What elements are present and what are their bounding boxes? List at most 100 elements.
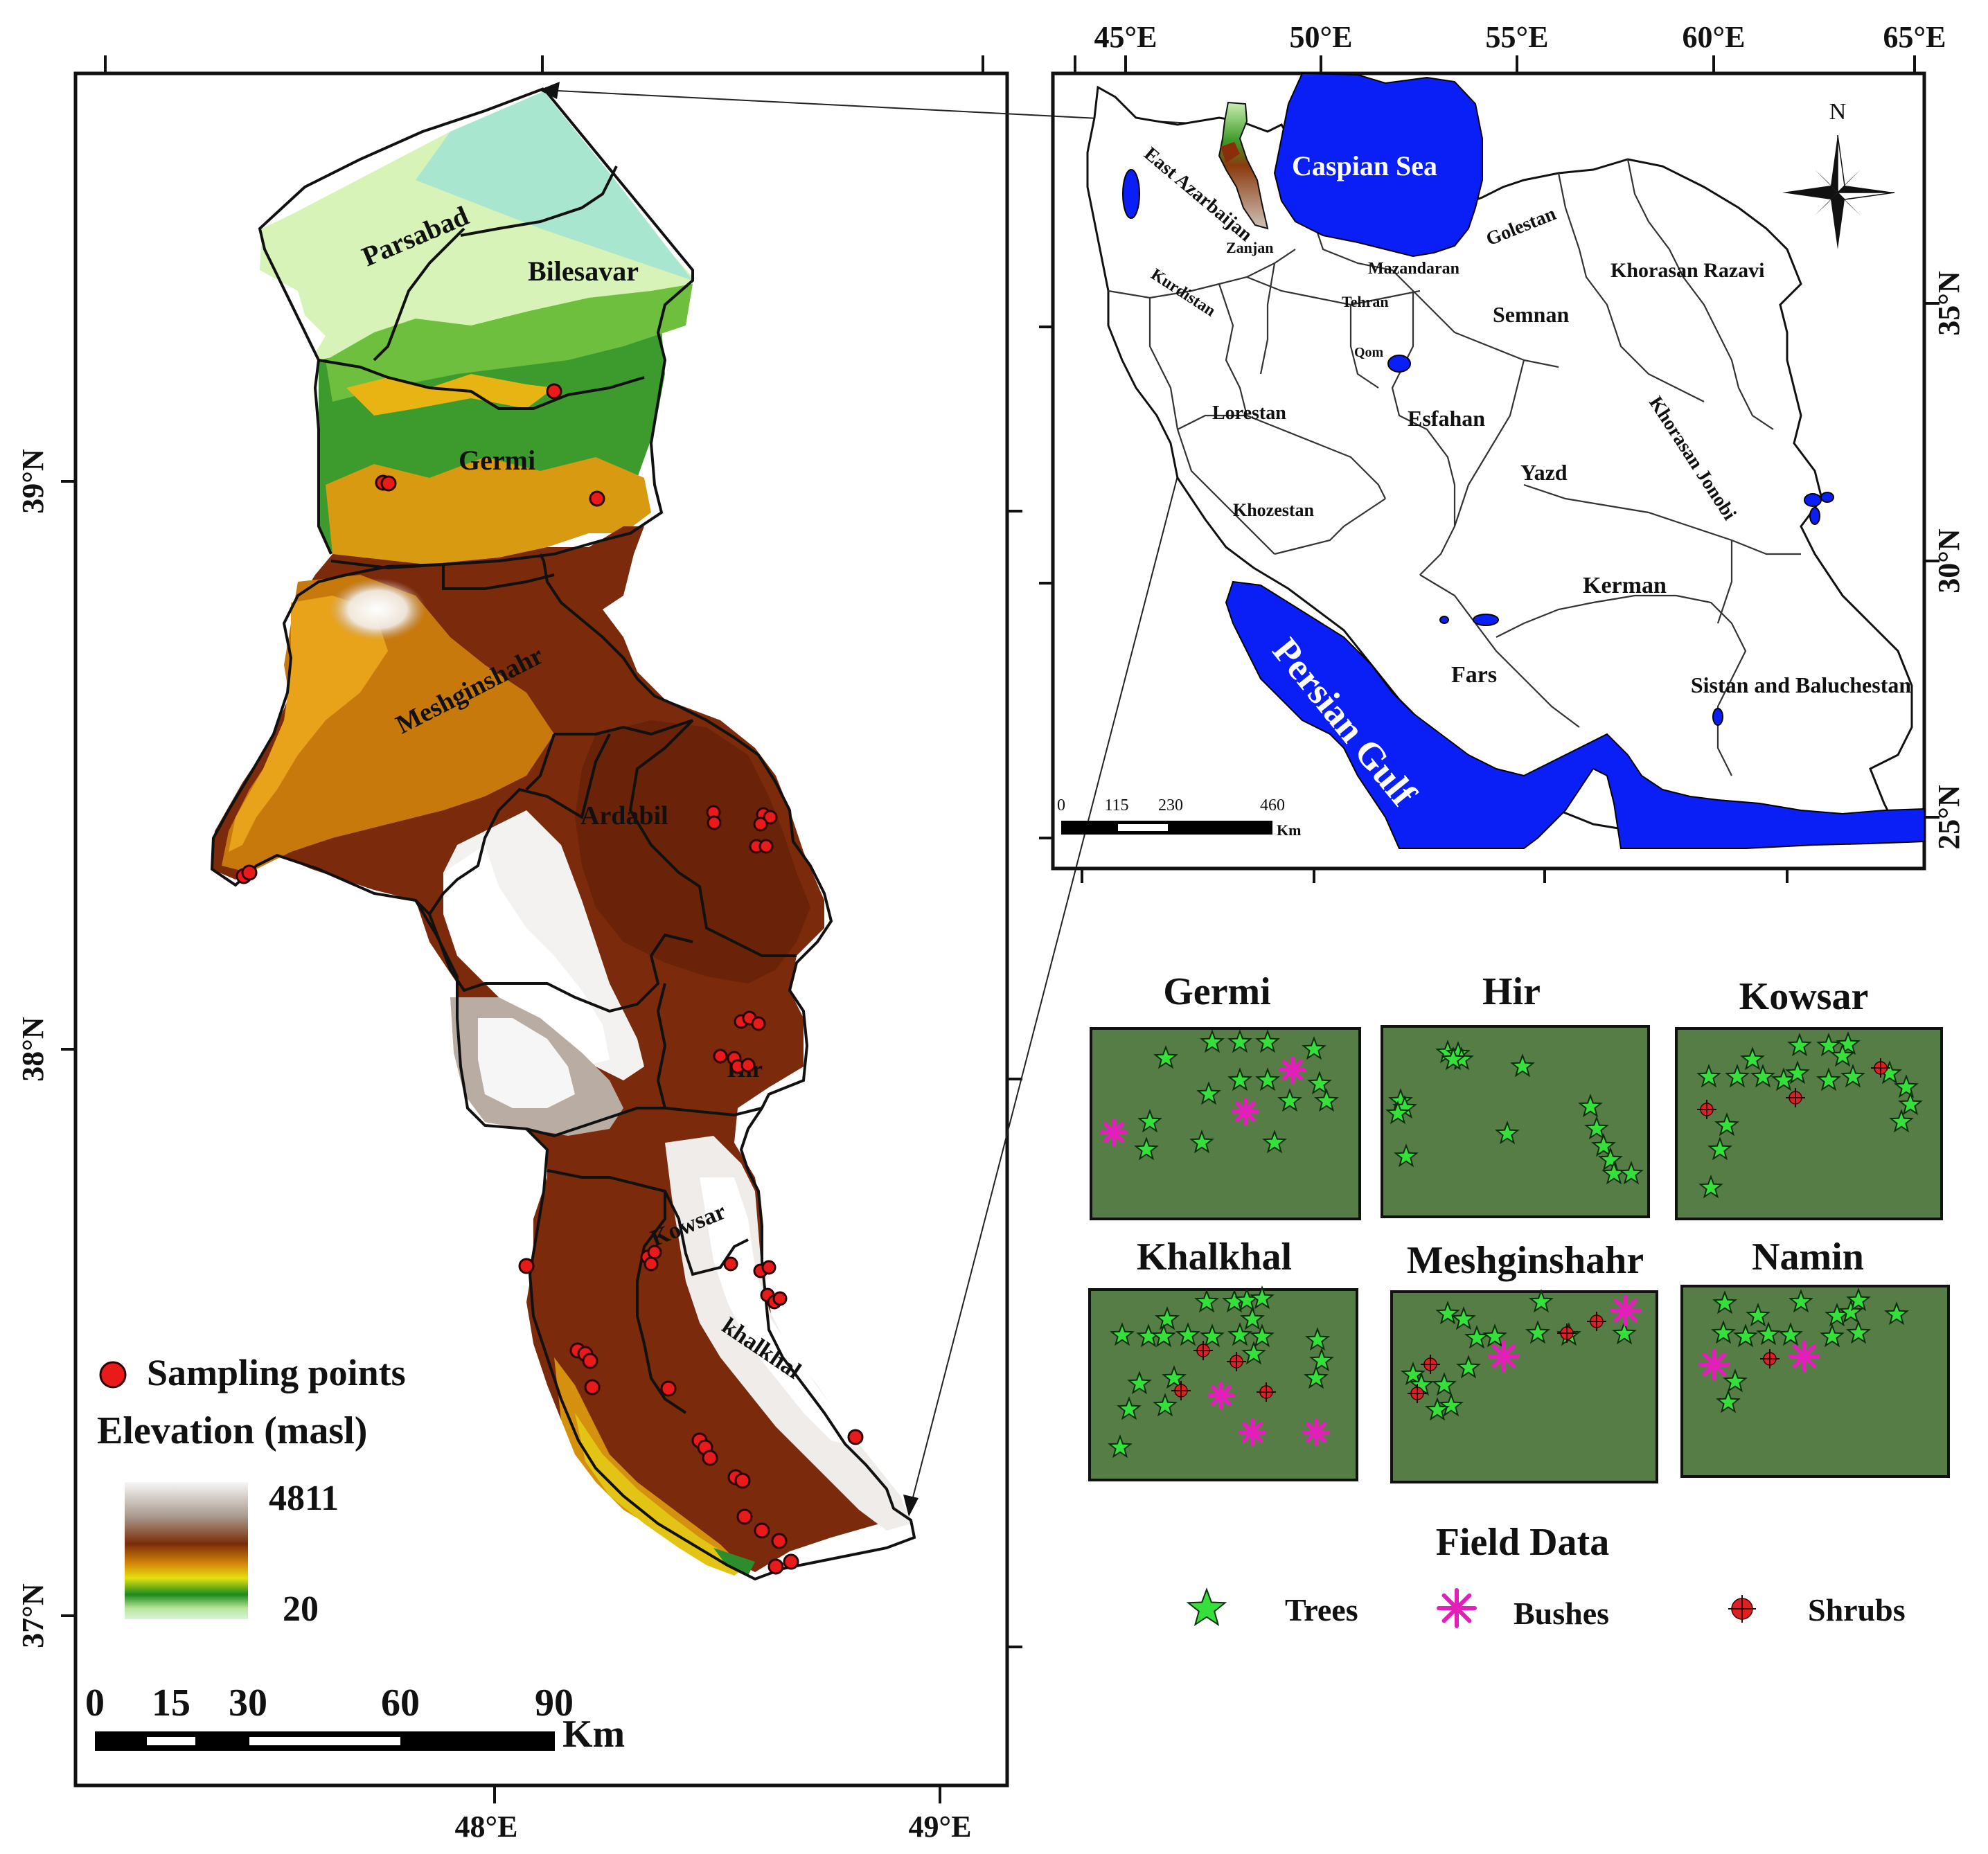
elevation-gradient-bar bbox=[125, 1482, 248, 1619]
sampling-point bbox=[647, 1245, 662, 1260]
tree-symbol bbox=[1186, 1587, 1227, 1627]
tree-symbol bbox=[1441, 1046, 1466, 1071]
tree-symbol bbox=[1698, 1175, 1723, 1199]
tree-symbol bbox=[1746, 1303, 1770, 1327]
plot-box-hir bbox=[1381, 1025, 1650, 1218]
ardabil-province-terrain bbox=[210, 87, 916, 1581]
tree-symbol bbox=[1714, 1112, 1739, 1137]
bush-symbol bbox=[1789, 1340, 1820, 1372]
shrub-symbol bbox=[1408, 1384, 1427, 1403]
main-lon-label: 49°E bbox=[909, 1810, 972, 1844]
tree-symbol bbox=[1175, 1322, 1200, 1346]
inset-lon-label: 50°E bbox=[1290, 20, 1353, 54]
field-plots: Germi Hir Kowsar Khalkhal Meshginshahr N… bbox=[1088, 970, 1950, 1483]
district-line bbox=[318, 359, 645, 410]
bush-symbol bbox=[1239, 1418, 1266, 1446]
main-lat-label: 38°N bbox=[16, 1017, 50, 1082]
tree-symbol bbox=[1250, 1323, 1275, 1348]
tree-symbol bbox=[1227, 1067, 1252, 1091]
tree-symbol bbox=[1385, 1100, 1410, 1125]
tree-symbol bbox=[1529, 1289, 1554, 1313]
tree-symbol bbox=[1240, 1306, 1265, 1330]
inset-lat-label: 30°N bbox=[1932, 528, 1966, 594]
tree-symbol bbox=[1456, 1355, 1481, 1379]
tree-symbol bbox=[1716, 1389, 1741, 1414]
sampling-point bbox=[783, 1553, 799, 1570]
inset-province-lines bbox=[1108, 159, 1801, 776]
tree-symbol bbox=[1134, 1137, 1159, 1161]
shrub-symbol bbox=[1257, 1382, 1276, 1402]
province-label-lorestan: Lorestan bbox=[1212, 402, 1286, 424]
province-label-mazandaran: Mazandaran bbox=[1368, 260, 1459, 278]
tree-symbol bbox=[1241, 1341, 1266, 1365]
province-label-esfahan: Esfahan bbox=[1408, 406, 1485, 431]
tree-symbol bbox=[1889, 1109, 1914, 1133]
sampling-point bbox=[589, 490, 605, 507]
province-label-khorasan-razavi: Khorasan Razavi bbox=[1610, 259, 1765, 282]
province-label-yazd: Yazd bbox=[1520, 460, 1568, 485]
tree-symbol bbox=[1196, 1081, 1221, 1105]
tree-symbol bbox=[1439, 1393, 1464, 1417]
tree-symbol bbox=[1712, 1290, 1737, 1314]
inset-scale-tick: 230 bbox=[1158, 796, 1183, 814]
tree-symbol bbox=[1200, 1029, 1225, 1053]
caspian-sea-label: Caspian Sea bbox=[1292, 150, 1437, 181]
province-label-fars: Fars bbox=[1451, 662, 1497, 688]
tree-symbol bbox=[1435, 1301, 1460, 1325]
tree-symbol bbox=[1894, 1074, 1919, 1098]
tree-symbol bbox=[1495, 1121, 1520, 1145]
province-boundary bbox=[210, 87, 916, 1581]
sampling-point bbox=[736, 1508, 753, 1525]
district-line bbox=[460, 166, 618, 237]
tree-symbol bbox=[1733, 1323, 1758, 1348]
tree-symbol bbox=[1110, 1322, 1135, 1346]
shrub-symbol bbox=[1193, 1341, 1213, 1360]
main-map: 48°E 49°E 39°N 38°N 37°N bbox=[16, 55, 1022, 1844]
province-label-sistan-and-baluchestan: Sistan and Baluchestan bbox=[1691, 672, 1912, 697]
plot-box-germi bbox=[1090, 1027, 1361, 1220]
district-line bbox=[414, 733, 611, 917]
main-lat-label: 37°N bbox=[16, 1583, 50, 1648]
persian-gulf-shape bbox=[1225, 580, 1925, 849]
district-line bbox=[628, 719, 797, 957]
main-lat-label: 39°N bbox=[16, 449, 50, 514]
sampling-point bbox=[582, 1353, 598, 1369]
scale-unit-label: Km bbox=[562, 1713, 625, 1756]
sampling-point bbox=[702, 1450, 718, 1466]
tree-symbol bbox=[1750, 1064, 1775, 1088]
lake bbox=[1809, 507, 1820, 525]
tree-symbol bbox=[1189, 1130, 1214, 1154]
inset-scale-tick: 0 bbox=[1057, 796, 1065, 814]
tree-symbol bbox=[1838, 1299, 1863, 1323]
tree-symbol bbox=[1155, 1306, 1180, 1330]
sampling-point bbox=[772, 1291, 788, 1306]
scale-tick-label: 90 bbox=[535, 1682, 574, 1724]
shrub-symbol bbox=[1421, 1355, 1440, 1374]
district-line bbox=[554, 719, 693, 736]
scale-tick-label: 60 bbox=[381, 1682, 420, 1724]
scale-tick-label: 15 bbox=[152, 1682, 190, 1724]
bush-symbol bbox=[1302, 1418, 1330, 1446]
main-legend: Sampling points Elevation (masl) 4811 20 bbox=[97, 1352, 406, 1629]
district-line bbox=[373, 227, 465, 362]
inset-lon-label: 65°E bbox=[1883, 20, 1946, 54]
sampling-point bbox=[771, 1533, 788, 1549]
tree-symbol bbox=[1227, 1029, 1252, 1053]
tree-symbol bbox=[1725, 1064, 1750, 1088]
inset-lon-label: 55°E bbox=[1486, 20, 1549, 54]
sampling-point bbox=[761, 1260, 776, 1275]
tree-symbol bbox=[1394, 1143, 1419, 1168]
tree-symbol bbox=[1840, 1064, 1865, 1088]
bush-symbol bbox=[1279, 1056, 1306, 1084]
district-label-ardabil: Ardabil bbox=[580, 801, 668, 830]
tree-symbol bbox=[1711, 1320, 1736, 1344]
legend-trees-label: Trees bbox=[1285, 1592, 1358, 1628]
scale-tick-label: 0 bbox=[85, 1682, 105, 1724]
tree-symbol bbox=[1598, 1147, 1623, 1171]
sampling-point bbox=[713, 1049, 728, 1064]
legend-bushes-label: Bushes bbox=[1514, 1596, 1609, 1631]
province-label-qom: Qom bbox=[1354, 345, 1384, 360]
sampling-points bbox=[236, 383, 864, 1575]
north-arrow: N bbox=[1782, 99, 1895, 249]
